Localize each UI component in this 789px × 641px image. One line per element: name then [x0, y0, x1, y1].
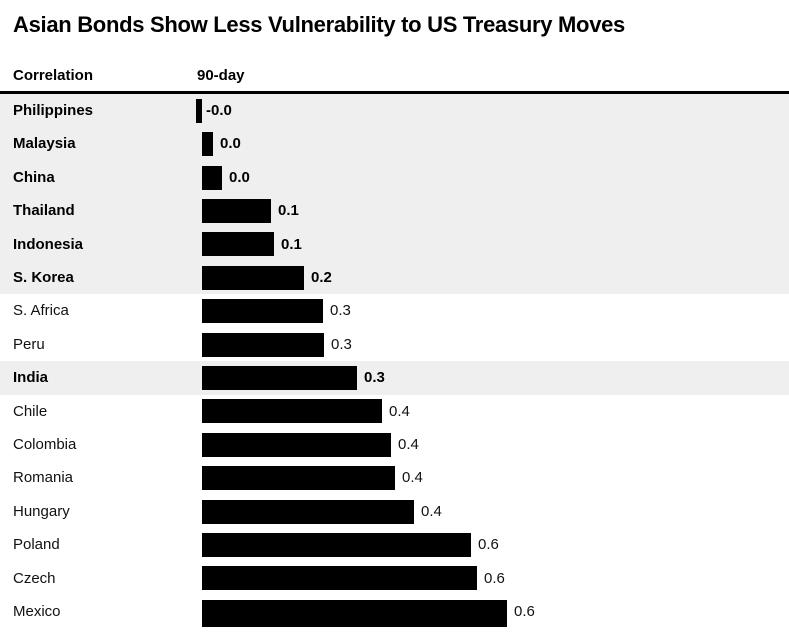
value-label: 0.4 — [402, 469, 423, 487]
value-label: 0.4 — [421, 502, 442, 520]
chart-row: Philippines -0.0 — [0, 94, 789, 128]
row-label: S. Korea — [13, 269, 74, 287]
bar — [202, 365, 357, 390]
bar-chart: Philippines -0.0 Malaysia 0.0 China 0.0 … — [0, 94, 789, 629]
chart-row: S. Korea 0.2 — [0, 261, 789, 295]
value-label: 0.6 — [484, 569, 505, 587]
chart-row: Indonesia 0.1 — [0, 227, 789, 262]
chart-row: India 0.3 — [0, 361, 789, 395]
row-label: Poland — [13, 536, 60, 554]
bar-area: 0.6 — [202, 528, 789, 561]
chart-row: Malaysia 0.0 — [0, 127, 789, 161]
row-label: Malaysia — [13, 135, 76, 153]
value-label: 0.6 — [478, 536, 499, 554]
value-label: 0.6 — [514, 603, 535, 621]
value-label: 0.0 — [229, 168, 250, 186]
bar — [202, 499, 414, 524]
bar-area: 0.4 — [202, 495, 789, 528]
col-header-90day: 90-day — [197, 67, 245, 84]
bar — [202, 532, 471, 557]
value-label: -0.0 — [206, 102, 232, 119]
bar — [196, 98, 202, 123]
bar-area: 0.3 — [202, 328, 789, 361]
row-label: Colombia — [13, 436, 77, 454]
value-label: 0.0 — [220, 135, 241, 153]
bar — [202, 299, 323, 324]
bar — [202, 165, 222, 190]
value-label: 0.2 — [311, 269, 332, 287]
value-label: 0.3 — [331, 335, 352, 353]
chart-row: Poland 0.6 — [0, 528, 789, 562]
row-label: Peru — [13, 335, 45, 353]
bar-area: 0.0 — [202, 127, 789, 160]
bar-area: 0.1 — [202, 194, 789, 227]
bar-area: -0.0 — [196, 94, 789, 127]
bar-area: 0.2 — [202, 261, 789, 294]
chart-row: Chile 0.4 — [0, 394, 789, 429]
row-label: China — [13, 168, 55, 186]
col-header-correlation: Correlation — [13, 67, 94, 84]
chart-row: Peru 0.3 — [0, 327, 789, 362]
chart-row: Colombia 0.4 — [0, 428, 789, 462]
bar-area: 0.4 — [202, 395, 789, 428]
value-label: 0.1 — [278, 202, 299, 220]
column-headers: Correlation 90-day — [0, 67, 789, 94]
bar-area: 0.6 — [202, 595, 789, 628]
row-label: Czech — [13, 569, 56, 587]
chart-row: Czech 0.6 — [0, 561, 789, 596]
axis-bottom-line — [202, 623, 507, 627]
row-label: Mexico — [13, 603, 61, 621]
bar — [202, 399, 382, 424]
bar-area: 0.0 — [202, 161, 789, 194]
bar — [202, 466, 395, 491]
bar-area: 0.3 — [202, 361, 789, 394]
bar-area: 0.6 — [202, 562, 789, 595]
row-label: Thailand — [13, 202, 75, 220]
value-label: 0.1 — [281, 235, 302, 253]
chart-row: Romania 0.4 — [0, 461, 789, 495]
chart-row: S. Africa 0.3 — [0, 294, 789, 328]
bar-area: 0.3 — [202, 294, 789, 327]
chart-row: Thailand 0.1 — [0, 194, 789, 228]
row-label: S. Africa — [13, 302, 69, 320]
row-label: Romania — [13, 469, 74, 487]
row-label: India — [13, 369, 49, 387]
chart-row: Hungary 0.4 — [0, 494, 789, 529]
bar-area: 0.1 — [202, 228, 789, 261]
bar — [202, 198, 271, 223]
bar — [202, 599, 507, 624]
value-label: 0.3 — [364, 369, 385, 387]
bar-area: 0.4 — [202, 428, 789, 461]
row-label: Philippines — [13, 102, 94, 119]
value-label: 0.4 — [389, 402, 410, 420]
bar-area: 0.4 — [202, 461, 789, 494]
row-label: Chile — [13, 402, 48, 420]
chart-title: Asian Bonds Show Less Vulnerability to U… — [13, 12, 625, 37]
value-label: 0.3 — [330, 302, 351, 320]
bar — [202, 265, 304, 290]
bar — [202, 432, 391, 457]
bar — [202, 232, 274, 257]
row-label: Indonesia — [13, 235, 84, 253]
chart-row: Mexico 0.6 — [0, 595, 789, 629]
bar — [202, 132, 213, 157]
bar — [202, 332, 324, 357]
value-label: 0.4 — [398, 436, 419, 454]
row-label: Hungary — [13, 502, 70, 520]
bar — [202, 566, 477, 591]
chart-row: China 0.0 — [0, 160, 789, 195]
